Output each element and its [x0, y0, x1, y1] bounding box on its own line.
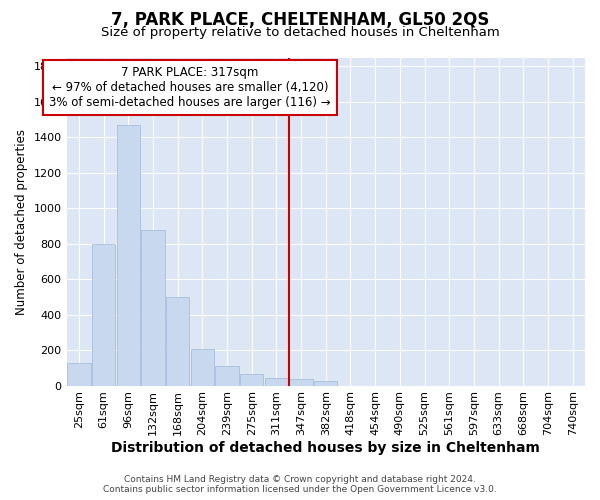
Text: Contains HM Land Registry data © Crown copyright and database right 2024.
Contai: Contains HM Land Registry data © Crown c…	[103, 474, 497, 494]
Bar	[314, 381, 337, 386]
Y-axis label: Number of detached properties: Number of detached properties	[15, 128, 28, 314]
Bar	[289, 380, 313, 386]
Text: 7, PARK PLACE, CHELTENHAM, GL50 2QS: 7, PARK PLACE, CHELTENHAM, GL50 2QS	[111, 11, 489, 29]
Bar	[240, 374, 263, 386]
Bar	[116, 125, 140, 386]
Bar	[215, 366, 239, 386]
Bar	[67, 362, 91, 386]
Text: Size of property relative to detached houses in Cheltenham: Size of property relative to detached ho…	[101, 26, 499, 39]
Bar	[141, 230, 164, 386]
X-axis label: Distribution of detached houses by size in Cheltenham: Distribution of detached houses by size …	[112, 441, 540, 455]
Bar	[191, 349, 214, 386]
Bar	[265, 378, 288, 386]
Bar	[92, 244, 115, 386]
Bar	[166, 297, 190, 386]
Text: 7 PARK PLACE: 317sqm
← 97% of detached houses are smaller (4,120)
3% of semi-det: 7 PARK PLACE: 317sqm ← 97% of detached h…	[49, 66, 331, 110]
